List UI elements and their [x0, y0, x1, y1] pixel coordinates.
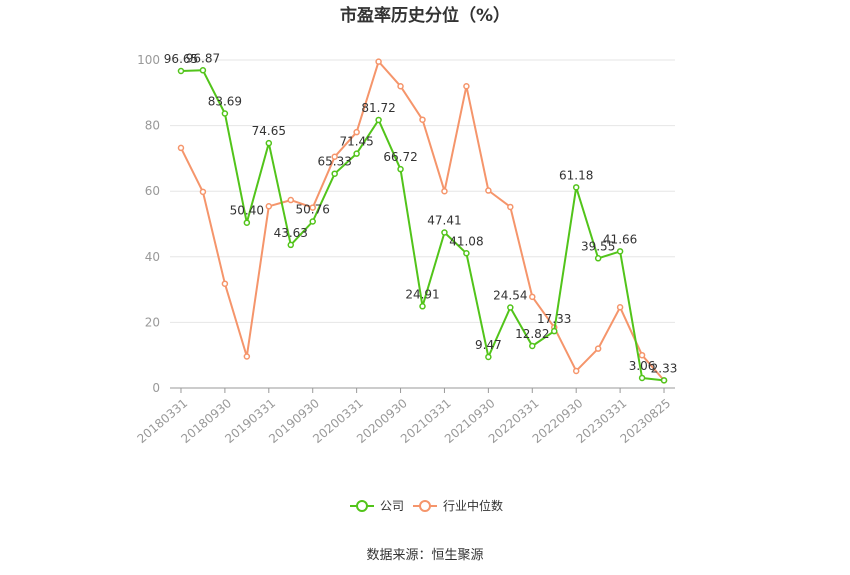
data-point — [287, 241, 295, 249]
data-label: 2.33 — [651, 361, 678, 375]
data-point — [550, 327, 558, 335]
data-label: 12.82 — [515, 327, 549, 341]
legend-label: 行业中位数 — [443, 498, 503, 513]
data-point — [331, 153, 338, 161]
legend-item-0[interactable]: 公司 — [350, 499, 404, 513]
data-point — [309, 204, 316, 211]
data-point — [331, 170, 338, 177]
y-tick-label: 60 — [145, 184, 160, 198]
y-tick-label: 0 — [152, 381, 160, 395]
x-axis: 2018033120180930201903312019093020200331… — [135, 387, 675, 446]
data-point — [287, 196, 295, 204]
data-point — [463, 82, 470, 90]
data-label: 81.72 — [361, 101, 395, 115]
y-tick-label: 40 — [145, 250, 160, 264]
y-tick-label: 20 — [145, 315, 160, 329]
data-point — [441, 187, 448, 195]
series-line-1 — [180, 60, 665, 382]
data-point — [265, 139, 273, 147]
data-label: 9.47 — [475, 338, 502, 352]
data-label: 24.54 — [493, 289, 527, 303]
legend-marker — [419, 500, 431, 512]
series-0 — [177, 67, 668, 384]
data-point — [243, 219, 251, 226]
data-point — [309, 218, 316, 225]
data-point — [507, 203, 514, 211]
legend[interactable]: 公司 行业中位数 — [350, 498, 503, 513]
data-point — [375, 58, 382, 65]
data-point — [441, 229, 448, 236]
data-source: 数据来源：恒生聚源 — [366, 548, 483, 563]
data-label: 96.87 — [186, 51, 220, 65]
data-point — [485, 187, 492, 194]
data-point — [199, 67, 207, 74]
data-point — [353, 128, 360, 136]
chart-title: 市盈率历史分位（%） — [340, 5, 510, 26]
data-label: 65.33 — [317, 155, 351, 169]
data-label: 96.65 — [164, 52, 198, 66]
series-1 — [177, 58, 668, 384]
data-label: 47.41 — [427, 213, 461, 227]
data-point — [177, 144, 185, 152]
data-point — [572, 367, 580, 375]
data-point — [419, 116, 426, 123]
data-point — [221, 110, 229, 117]
data-point — [265, 203, 273, 210]
data-point — [375, 116, 382, 124]
data-point — [397, 82, 404, 90]
data-label: 71.45 — [339, 135, 373, 149]
data-point — [221, 280, 229, 287]
series-layer — [177, 58, 668, 384]
legend-label: 公司 — [380, 499, 404, 513]
data-label: 66.72 — [383, 150, 417, 164]
data-label: 39.55 — [581, 239, 615, 253]
data-point — [243, 353, 251, 360]
data-label: 50.76 — [296, 203, 330, 217]
data-point — [485, 353, 492, 361]
data-label: 83.69 — [208, 94, 242, 108]
data-point — [660, 377, 668, 384]
data-point — [419, 303, 426, 310]
grid — [170, 59, 675, 323]
data-point — [594, 255, 602, 262]
data-point — [463, 250, 470, 257]
legend-marker — [356, 500, 368, 512]
data-label: 41.08 — [449, 234, 483, 248]
data-label: 74.65 — [252, 124, 286, 138]
data-point — [638, 351, 646, 359]
data-label: 17.33 — [537, 312, 571, 326]
data-point — [529, 293, 536, 301]
data-point — [397, 165, 404, 173]
data-point — [638, 374, 646, 382]
data-label: 50.40 — [230, 204, 264, 218]
y-axis: 0 20 40 60 80 100 — [137, 53, 160, 395]
data-label: 41.66 — [603, 232, 637, 246]
data-point — [177, 67, 185, 75]
data-point — [507, 304, 514, 311]
data-label: 3.06 — [629, 359, 656, 373]
data-point — [199, 188, 207, 196]
y-tick-label: 100 — [137, 53, 160, 67]
data-point — [594, 345, 602, 352]
y-tick-label: 80 — [145, 119, 160, 133]
data-label: 61.18 — [559, 168, 593, 182]
data-point — [529, 342, 536, 350]
data-point — [616, 304, 624, 311]
data-point — [616, 248, 624, 255]
data-label: 24.91 — [405, 287, 439, 301]
data-point — [572, 184, 580, 191]
data-point — [353, 150, 360, 157]
legend-item-1[interactable]: 行业中位数 — [413, 498, 503, 513]
data-label: 43.63 — [274, 226, 308, 240]
